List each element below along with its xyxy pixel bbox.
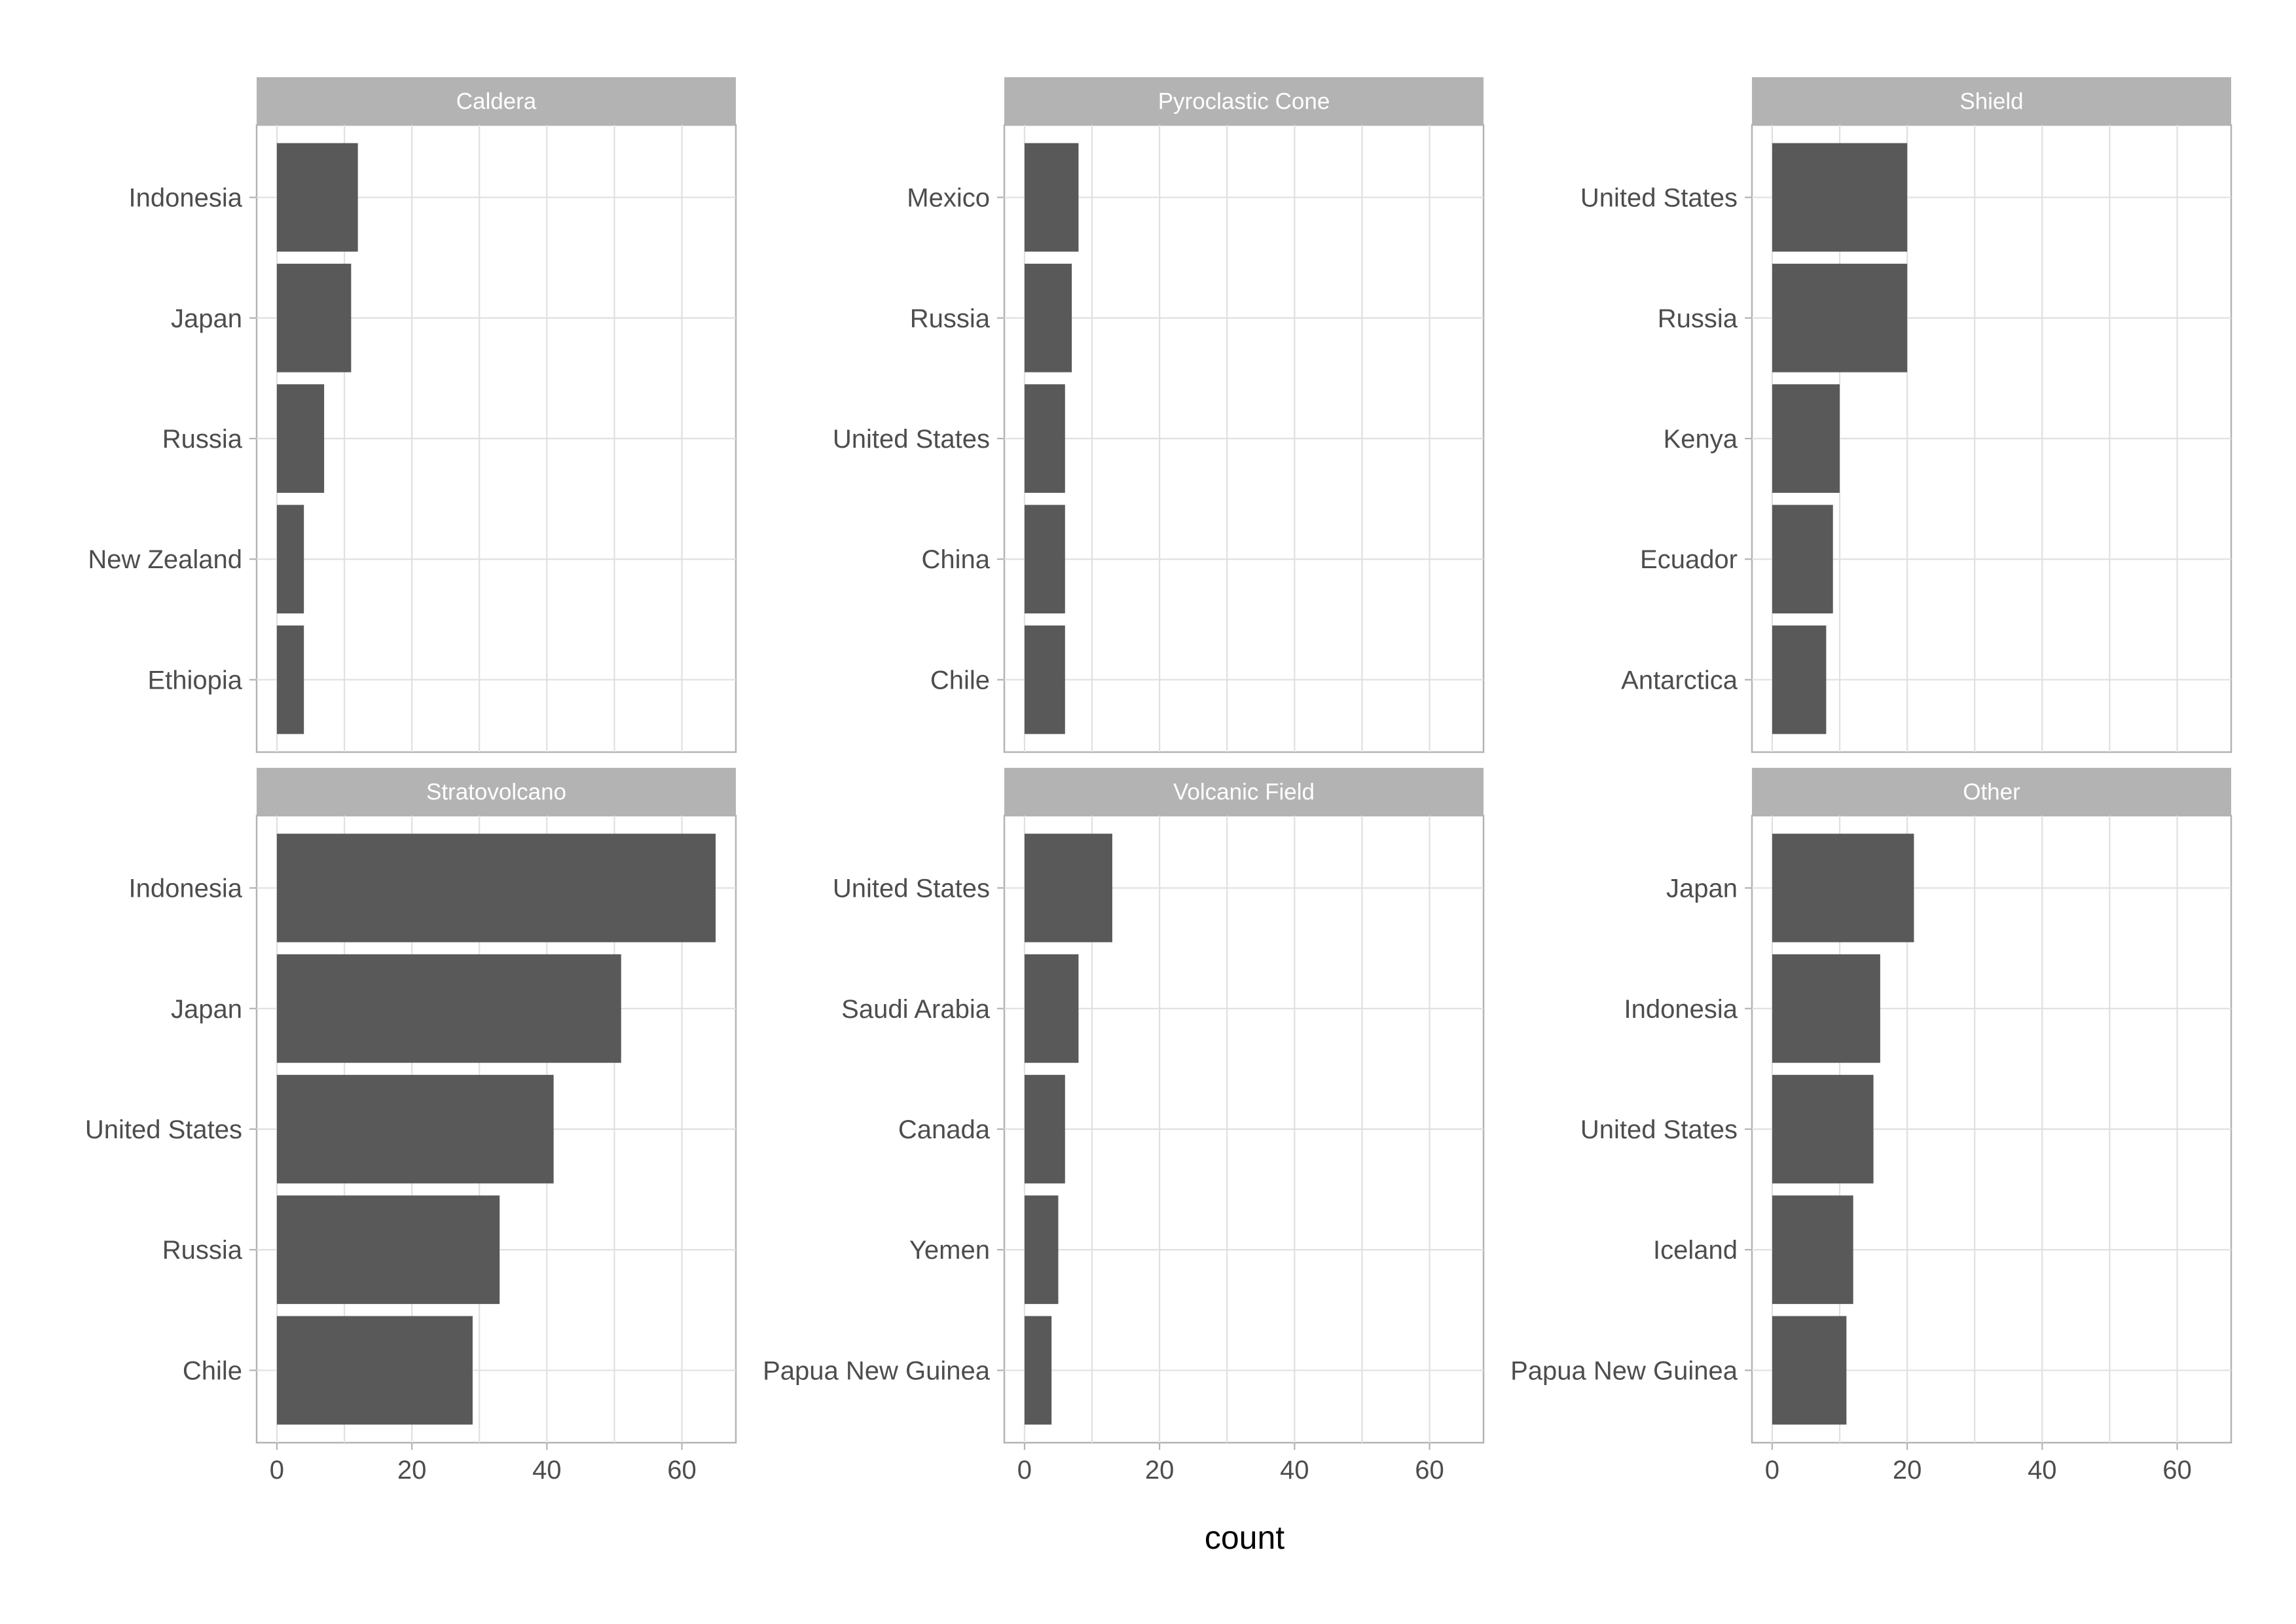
- bar: [1024, 384, 1065, 493]
- bar: [1772, 1316, 1847, 1425]
- bar: [276, 954, 621, 1063]
- bar: [1024, 505, 1065, 614]
- bar: [276, 384, 325, 493]
- y-tick-label: Russia: [162, 1236, 243, 1265]
- y-tick-label: Kenya: [1664, 425, 1738, 454]
- x-tick-label: 60: [667, 1456, 697, 1485]
- bar: [276, 625, 304, 734]
- y-tick-label: Japan: [1666, 875, 1738, 903]
- facet-title: Pyroclastic Cone: [1158, 89, 1330, 115]
- bar: [1024, 1075, 1065, 1183]
- facet-strip: [1004, 768, 1484, 816]
- bar: [276, 1075, 554, 1183]
- x-tick-label: 20: [397, 1456, 427, 1485]
- bar: [1024, 263, 1072, 372]
- y-tick-label: Mexico: [907, 184, 990, 213]
- y-tick-label: Papua New Guinea: [763, 1356, 991, 1385]
- y-tick-label: Saudi Arabia: [841, 995, 991, 1024]
- bar: [1024, 1195, 1059, 1305]
- facet-panel-5: Other Japan Indonesia United States Iceland P…: [1510, 768, 2232, 1485]
- y-tick-label: Canada: [898, 1115, 991, 1144]
- x-tick-label: 0: [1017, 1456, 1032, 1485]
- y-tick-label: United States: [85, 1115, 242, 1144]
- x-tick-label: 0: [1765, 1456, 1779, 1485]
- y-tick-label: Russia: [910, 304, 991, 333]
- bar: [1772, 263, 1908, 372]
- y-tick-label: Indonesia: [129, 184, 243, 213]
- facet-panel-2: Shield United States Russia Kenya Ecuador Ant…: [1580, 77, 2232, 753]
- y-tick-label: Yemen: [909, 1236, 990, 1265]
- y-tick-label: Antarctica: [1621, 666, 1738, 695]
- bar: [1772, 1075, 1874, 1183]
- y-tick-label: Indonesia: [129, 875, 243, 903]
- facet-title: Stratovolcano: [426, 780, 566, 805]
- x-tick-label: 60: [1415, 1456, 1444, 1485]
- y-tick-label: Ethiopia: [147, 666, 242, 695]
- bar: [1772, 1195, 1853, 1305]
- y-tick-label: United States: [833, 875, 990, 903]
- x-tick-label: 40: [532, 1456, 562, 1485]
- y-tick-label: United States: [1580, 1115, 1738, 1144]
- bar: [1024, 625, 1065, 734]
- y-tick-label: Iceland: [1653, 1236, 1738, 1265]
- bar: [276, 1316, 473, 1425]
- y-tick-label: Russia: [1658, 304, 1738, 333]
- bar: [1024, 1316, 1052, 1425]
- facet-strip: [257, 768, 736, 816]
- bar: [1772, 143, 1908, 252]
- bar: [1772, 505, 1833, 614]
- facet-strip: [1004, 77, 1484, 125]
- facet-panel-3: Stratovolcano Indonesia Japan United States…: [85, 768, 737, 1485]
- x-tick-label: 60: [2162, 1456, 2192, 1485]
- facet-title: Shield: [1959, 89, 2023, 115]
- y-tick-label: Indonesia: [1624, 995, 1738, 1024]
- facet-strip: [1752, 77, 2231, 125]
- y-tick-label: United States: [1580, 184, 1738, 213]
- bar: [1024, 143, 1079, 252]
- x-tick-label: 20: [1145, 1456, 1175, 1485]
- y-tick-label: Ecuador: [1640, 545, 1738, 574]
- bar: [1772, 954, 1880, 1063]
- x-tick-label: 40: [2028, 1456, 2057, 1485]
- bar: [276, 505, 304, 614]
- y-tick-label: Chile: [930, 666, 990, 695]
- y-tick-label: New Zealand: [88, 545, 242, 574]
- y-tick-label: China: [921, 545, 990, 574]
- bar: [1772, 625, 1827, 734]
- bar: [1772, 384, 1840, 493]
- bar: [276, 263, 352, 372]
- facet-panel-4: Volcanic Field United States Saudi Arabia C…: [763, 768, 1485, 1485]
- bar: [1024, 954, 1079, 1063]
- x-tick-label: 40: [1280, 1456, 1309, 1485]
- bar: [1772, 833, 1914, 943]
- facet-strip: [1752, 768, 2231, 816]
- y-tick-label: Russia: [162, 425, 243, 454]
- bar: [1024, 833, 1112, 943]
- facet-title: Other: [1963, 780, 2020, 805]
- x-axis-title: count: [1205, 1519, 1285, 1556]
- y-tick-label: Japan: [171, 995, 242, 1024]
- bar: [276, 833, 716, 943]
- facet-title: Volcanic Field: [1173, 780, 1315, 805]
- y-tick-label: Papua New Guinea: [1510, 1356, 1738, 1385]
- facet-panel-1: Pyroclastic Cone Mexico Russia United State…: [833, 77, 1485, 753]
- y-tick-label: Japan: [171, 304, 242, 333]
- facet-strip: [257, 77, 736, 125]
- y-tick-label: Chile: [183, 1356, 242, 1385]
- x-tick-label: 0: [270, 1456, 284, 1485]
- bar: [276, 143, 358, 252]
- facet-panel-0: Caldera Indonesia Japan Russia New Zealand Et…: [88, 77, 737, 753]
- bar: [276, 1195, 500, 1305]
- x-tick-label: 20: [1893, 1456, 1922, 1485]
- facet-title: Caldera: [456, 89, 537, 115]
- y-tick-label: United States: [833, 425, 990, 454]
